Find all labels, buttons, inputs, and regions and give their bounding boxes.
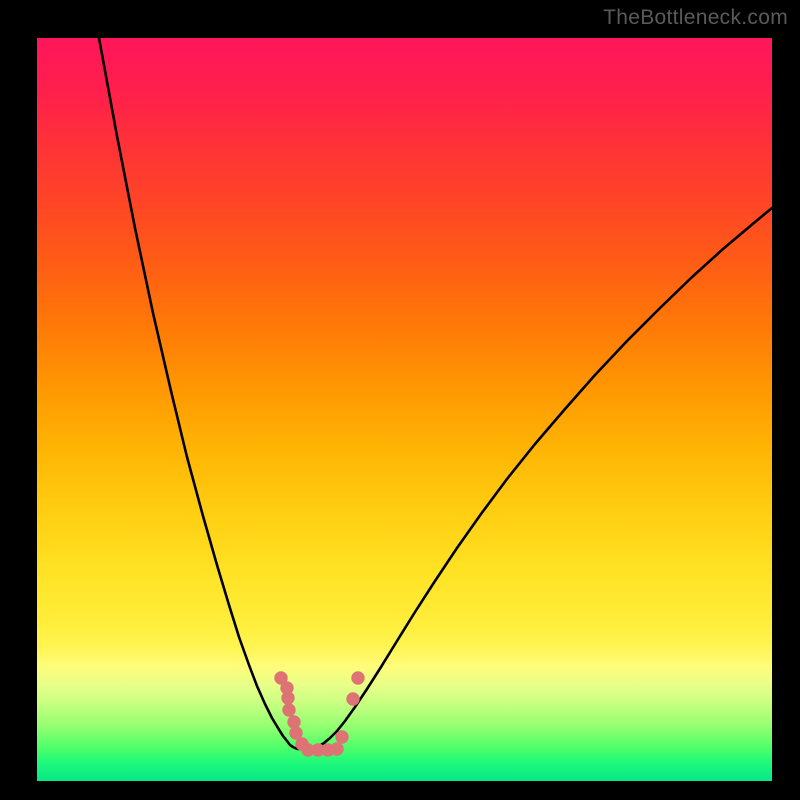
data-marker <box>282 692 294 704</box>
bottleneck-curve-chart <box>37 38 772 781</box>
data-marker <box>331 743 343 755</box>
data-marker <box>347 693 359 705</box>
data-marker <box>336 731 348 743</box>
data-marker <box>283 704 295 716</box>
chart-background <box>37 38 772 781</box>
data-marker <box>352 672 364 684</box>
watermark-text: TheBottleneck.com <box>603 6 788 30</box>
chart-svg <box>37 38 772 781</box>
data-marker <box>290 727 302 739</box>
data-marker <box>288 716 300 728</box>
